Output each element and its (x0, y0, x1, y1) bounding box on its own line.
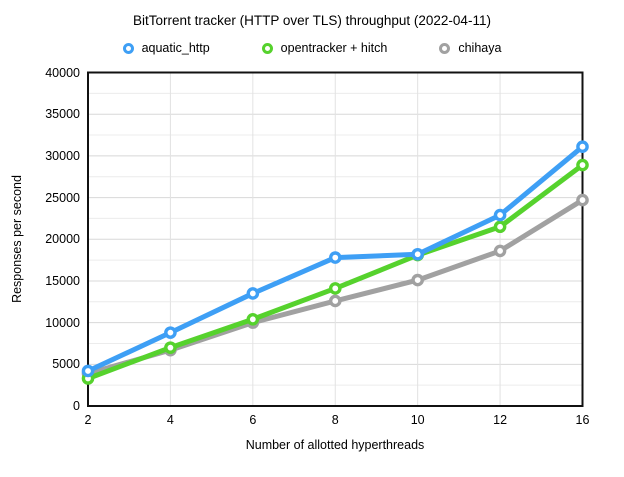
data-point-aquatic-http (246, 287, 260, 300)
y-tick-label: 0 (73, 399, 80, 413)
legend-label: aquatic_http (141, 41, 210, 55)
data-point-chihaya (328, 294, 342, 308)
y-tick-label: 15000 (45, 273, 80, 288)
data-point-chihaya (493, 244, 507, 258)
x-axis-title: Number of allotted hyperthreads (245, 438, 425, 452)
x-tick-label: 4 (166, 413, 174, 427)
x-tick-label: 10 (410, 413, 425, 427)
y-tick-label: 30000 (45, 148, 80, 163)
data-point-aquatic-http (411, 247, 424, 261)
y-tick-label: 20000 (45, 232, 80, 247)
chart-legend: aquatic_http opentracker + hitch chihaya (0, 41, 624, 55)
data-point-opentracker-hitch (576, 158, 589, 172)
data-point-aquatic-http (576, 140, 589, 154)
legend-item-chihaya: chihaya (439, 41, 501, 55)
data-point-opentracker-hitch (164, 341, 177, 354)
x-tick-label: 2 (84, 413, 92, 427)
y-tick-label: 5000 (52, 357, 80, 372)
data-point-aquatic-http (164, 326, 177, 339)
series-marker-icon (261, 42, 273, 54)
series-marker-icon (122, 42, 134, 54)
x-tick-label: 12 (493, 413, 508, 427)
x-tick-label: 6 (249, 413, 257, 427)
plot-border (87, 71, 584, 407)
y-tick-label: 35000 (45, 107, 80, 122)
legend-label: opentracker + hitch (280, 41, 388, 55)
legend-label: chihaya (458, 41, 502, 55)
data-point-chihaya (576, 193, 589, 207)
data-point-aquatic-http (328, 251, 342, 264)
legend-item-opentracker-hitch: opentracker + hitch (261, 41, 388, 55)
data-point-opentracker-hitch (246, 312, 260, 326)
legend-item-aquatic-http: aquatic_http (122, 41, 210, 55)
chart-title: BitTorrent tracker (HTTP over TLS) throu… (133, 13, 491, 28)
data-point-chihaya (411, 273, 424, 287)
data-point-aquatic-http (81, 364, 95, 378)
data-point-aquatic-http (493, 208, 507, 222)
x-tick-label: 8 (331, 413, 339, 427)
data-point-opentracker-hitch (493, 220, 507, 234)
y-tick-label: 40000 (45, 65, 80, 80)
data-point-opentracker-hitch (328, 282, 342, 295)
y-tick-label: 25000 (45, 190, 80, 205)
x-tick-label: 16 (575, 413, 590, 427)
series-marker-icon (439, 42, 451, 54)
y-tick-label: 10000 (45, 315, 80, 330)
